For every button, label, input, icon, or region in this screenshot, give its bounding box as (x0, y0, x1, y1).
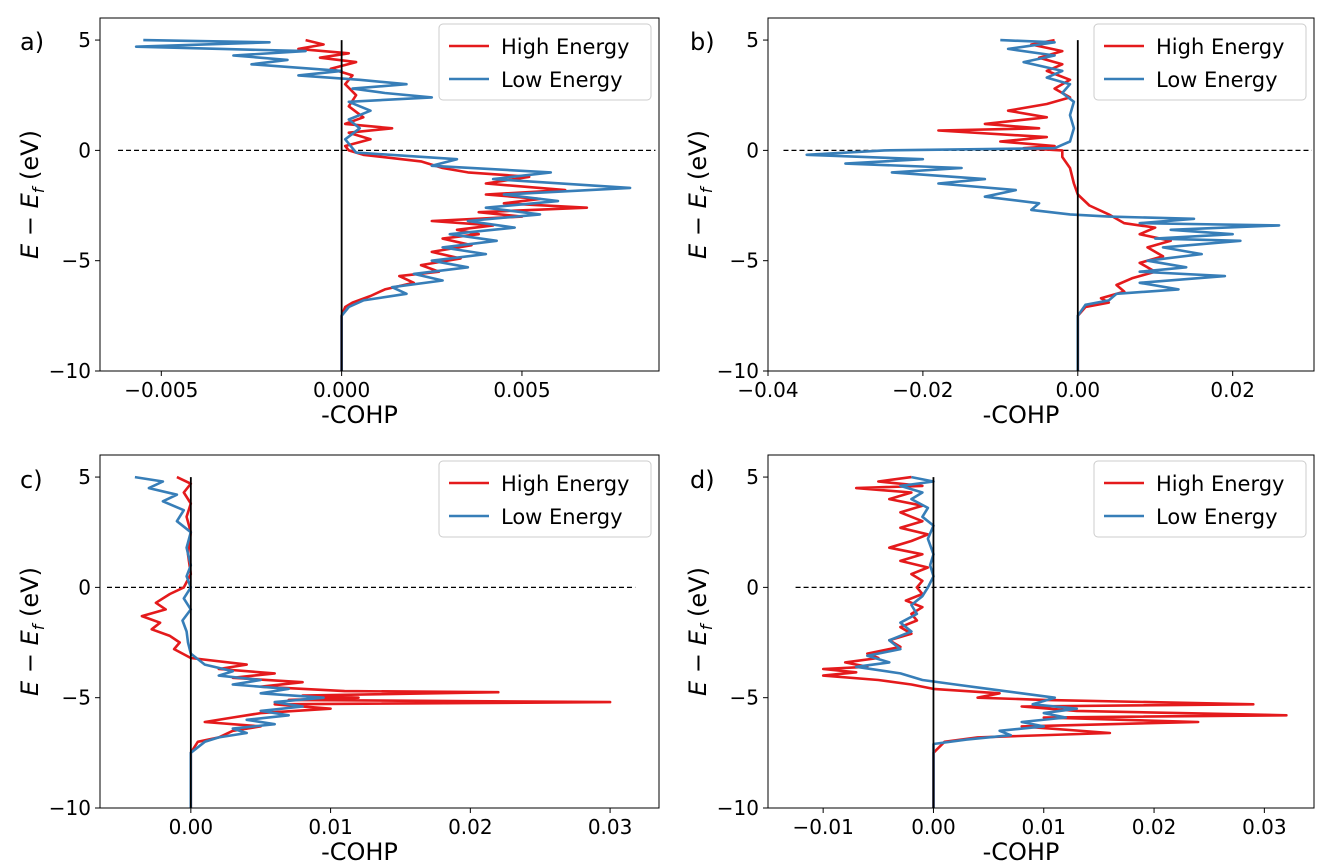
plot-frame (767, 17, 1315, 372)
x-tick-label: 0.005 (493, 378, 550, 402)
panel-label: a) (20, 28, 44, 56)
x-tick-label: 0.01 (1021, 815, 1066, 839)
x-tick-label: 0.03 (1242, 815, 1287, 839)
x-axis-label: -COHP (321, 401, 398, 429)
panel-c: −10 −5 0 5 0.00 0.01 0.02 0.03 -COHP E − Ef (eV) c… (16, 454, 660, 862)
legend-label: High Energy (1156, 35, 1284, 59)
series-low-energy-line (805, 38, 1281, 371)
x-tick-label: 0.00 (1056, 378, 1101, 402)
y-tick-label: 0 (746, 575, 759, 599)
y-tick-label: −5 (730, 249, 759, 273)
legend: High Energy Low Energy (438, 23, 652, 101)
panel-b: −10 −5 0 5 −0.04 −0.02 0.00 0.02 -COHP E − Ef (eV… (684, 17, 1315, 429)
panel-d: −10 −5 0 5 −0.01 0.00 0.01 0.02 0.03 -COHP E − Ef … (684, 454, 1315, 862)
y-tick-label: −5 (62, 686, 91, 710)
y-tick-label: −10 (49, 359, 91, 383)
x-axis-label: -COHP (321, 838, 398, 862)
y-tick-label: −10 (717, 796, 759, 820)
x-tick-label: 0.03 (588, 815, 633, 839)
legend-label: High Energy (1156, 472, 1284, 496)
legend: High Energy Low Energy (1093, 23, 1307, 101)
x-tick-label: 0.02 (1210, 378, 1255, 402)
legend-label: High Energy (501, 472, 629, 496)
y-tick-label: −5 (730, 686, 759, 710)
legend-frame (438, 460, 652, 538)
series-high-energy-line (937, 38, 1172, 371)
y-tick-label: −10 (49, 796, 91, 820)
plot-frame (767, 454, 1315, 809)
x-tick-label: −0.04 (737, 378, 798, 402)
y-tick-label: 5 (78, 465, 91, 489)
series-low-energy-line (854, 475, 1079, 808)
y-axis-label: E − Ef (eV) (16, 130, 48, 259)
y-axis-label: E − Ef (eV) (16, 567, 48, 696)
legend: High Energy Low Energy (438, 460, 652, 538)
x-axis-label: -COHP (983, 838, 1060, 862)
y-tick-label: 0 (746, 138, 759, 162)
x-tick-label: 0.01 (308, 815, 353, 839)
legend: High Energy Low Energy (1093, 460, 1307, 538)
x-axis-label: -COHP (983, 401, 1060, 429)
y-tick-label: 5 (78, 28, 91, 52)
series-low-energy-line (134, 475, 325, 808)
legend-label: Low Energy (1156, 68, 1278, 92)
y-axis-label: E − Ef (eV) (684, 130, 716, 259)
panel-label: b) (690, 28, 715, 56)
panel-label: c) (20, 466, 43, 494)
x-tick-label: 0.000 (313, 378, 370, 402)
series-low-energy-line (134, 38, 632, 371)
legend-label: High Energy (501, 35, 629, 59)
y-tick-label: 0 (78, 138, 91, 162)
plot-frame (99, 17, 660, 372)
plot-frame (99, 454, 660, 809)
legend-frame (1093, 23, 1307, 101)
x-tick-label: 0.02 (448, 815, 493, 839)
x-tick-label: −0.005 (124, 378, 198, 402)
x-tick-label: 0.02 (1132, 815, 1177, 839)
y-tick-label: −5 (62, 249, 91, 273)
x-tick-label: 0.00 (911, 815, 956, 839)
y-tick-label: 5 (746, 28, 759, 52)
y-tick-label: 0 (78, 575, 91, 599)
legend-frame (438, 23, 652, 101)
x-tick-label: −0.01 (793, 815, 854, 839)
y-tick-label: −10 (717, 359, 759, 383)
legend-label: Low Energy (501, 68, 623, 92)
y-tick-label: 5 (746, 465, 759, 489)
panel-a: −10 −5 0 5 −0.005 0.000 0.005 -COHP E − Ef (eV) a… (16, 17, 660, 429)
y-axis-label: E − Ef (eV) (684, 567, 716, 696)
legend-label: Low Energy (501, 505, 623, 529)
legend-label: Low Energy (1156, 505, 1278, 529)
panel-label: d) (690, 466, 715, 494)
x-tick-label: 0.00 (169, 815, 214, 839)
x-tick-label: −0.02 (892, 378, 953, 402)
legend-frame (1093, 460, 1307, 538)
